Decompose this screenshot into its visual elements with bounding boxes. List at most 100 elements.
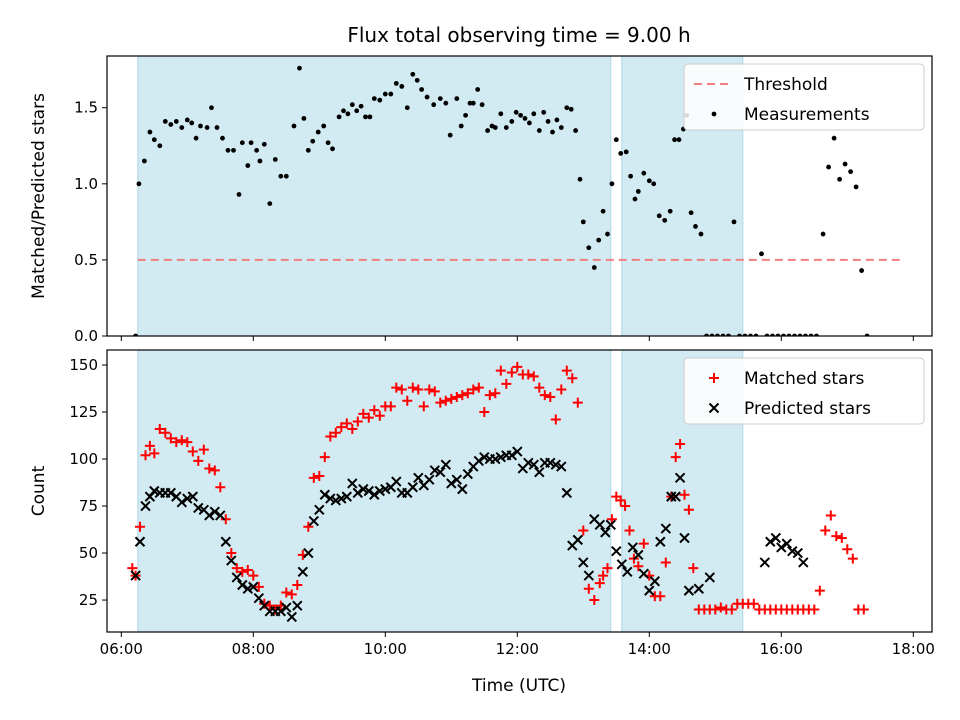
figure-title: Flux total observing time = 9.00 h [347, 23, 690, 47]
bottom-matched-star-point [572, 397, 583, 408]
bottom-predicted-star-point [363, 485, 375, 497]
top-measurement-point [404, 105, 410, 111]
top-measurement-point [667, 208, 673, 214]
top-measurement-point [443, 100, 449, 106]
bottom-matched-star-point [490, 388, 501, 399]
top-measurement-point [136, 181, 142, 187]
bottom-matched-star-point [396, 384, 407, 395]
bottom-predicted-star-point [308, 515, 320, 527]
bottom-predicted-star-point [435, 466, 446, 478]
top-measurement-point [349, 102, 355, 108]
bottom-matched-star-point [825, 510, 836, 521]
bottom-predicted-star-point [583, 570, 595, 581]
bottom-matched-star-point [144, 440, 155, 451]
bottom-matched-star-point [715, 602, 726, 613]
top-measurement-point [325, 140, 331, 146]
top-measurement-point [179, 125, 185, 130]
bottom-matched-star-point [468, 384, 479, 395]
bottom-predicted-star-point [704, 572, 716, 583]
bottom-predicted-star-point [660, 523, 672, 534]
top-measurement-point [826, 164, 831, 170]
bottom-predicted-star-point [633, 549, 644, 561]
bottom-x-tick-label: 14:00 [628, 640, 671, 658]
top-measurement-point [393, 80, 399, 86]
bottom-predicted-star-point [616, 559, 628, 570]
top-measurement-point [214, 125, 220, 130]
bottom-predicted-star-point [649, 576, 661, 587]
top-measurement-point [341, 108, 346, 114]
top-measurement-point [485, 128, 490, 133]
bottom-matched-star-point [140, 450, 151, 461]
bottom-predicted-star-point [347, 478, 358, 489]
top-measurement-point [731, 219, 737, 225]
top-measurement-point [231, 147, 236, 153]
bottom-predicted-star-point [248, 581, 259, 593]
bottom-matched-star-point [748, 598, 759, 609]
bottom-predicted-star-point [352, 487, 364, 499]
bottom-matched-star-point [831, 531, 842, 542]
bottom-predicted-star-point [622, 566, 633, 578]
bottom-matched-star-point [670, 452, 681, 463]
bottom-x-tick-label: 08:00 [232, 640, 275, 658]
top-panel: 0.0 0.5 1.0 1.5 Matched/Predicted stars Thres… [29, 55, 933, 345]
top-measurement-point [414, 77, 420, 83]
bottom-predicted-star-point [253, 592, 265, 604]
bottom-predicted-star-point [600, 527, 611, 538]
bottom-matched-star-point [369, 405, 380, 416]
top-y-axis-label: Matched/Predicted stars [29, 93, 49, 299]
top-measurement-point [545, 119, 551, 124]
bottom-matched-star-point [615, 495, 626, 506]
top-measurement-point [623, 149, 629, 155]
bottom-matched-star-point [303, 521, 314, 532]
bottom-predicted-star-point [292, 600, 303, 611]
top-measurement-point [371, 96, 377, 102]
bottom-predicted-star-point [781, 538, 793, 549]
bottom-matched-star-point [473, 382, 484, 393]
top-measurement-point [291, 123, 297, 129]
bottom-matched-star-point [149, 448, 160, 459]
bottom-matched-star-point [198, 444, 209, 455]
top-measurement-point [209, 105, 214, 111]
bottom-predicted-star-point [776, 542, 787, 553]
bottom-matched-star-point [858, 604, 869, 615]
bottom-matched-star-point [374, 410, 385, 421]
bottom-axes-frame [106, 349, 933, 633]
top-measurement-point [550, 129, 555, 135]
bottom-predicted-star-point [670, 491, 681, 502]
top-measurement-point [853, 184, 859, 190]
bottom-matched-star-point [679, 489, 690, 500]
top-measurement-point [297, 65, 302, 71]
top-measurement-point [257, 158, 263, 164]
top-measurement-point [492, 125, 498, 130]
top-measurement-point [458, 123, 464, 129]
top-measurement-point [447, 132, 453, 138]
bottom-predicted-star-point [451, 474, 463, 485]
bottom-matched-star-point [624, 525, 635, 536]
top-measurement-point [641, 170, 647, 176]
bottom-predicted-star-point [369, 489, 380, 500]
bottom-matched-star-point [413, 384, 424, 395]
bottom-predicted-star-point [209, 506, 221, 517]
bottom-legend-box [683, 357, 925, 425]
top-legend-measurement-swatch [711, 111, 717, 117]
bottom-matched-star-point [248, 570, 259, 581]
bottom-predicted-star-point [407, 482, 419, 493]
top-measurement-point [173, 119, 179, 124]
bottom-matched-star-point [226, 548, 237, 559]
top-measurement-point [278, 173, 284, 179]
bottom-matched-star-point [809, 604, 820, 615]
bottom-predicted-star-point [165, 487, 177, 499]
bottom-matched-star-point [325, 431, 336, 442]
bottom-predicted-star-point [578, 557, 589, 568]
bottom-matched-star-point [319, 452, 330, 463]
bottom-matched-star-point [820, 525, 831, 536]
bottom-matched-star-point [534, 382, 545, 393]
top-measurement-point [536, 128, 542, 133]
bottom-y-tick-label: 25 [79, 591, 98, 609]
bottom-matched-star-point [847, 553, 858, 564]
bottom-matched-star-point [446, 393, 457, 404]
top-measurement-point [147, 129, 153, 135]
top-measurement-point [220, 135, 225, 141]
bottom-predicted-star-point [303, 547, 314, 559]
bottom-matched-star-point [598, 570, 609, 581]
